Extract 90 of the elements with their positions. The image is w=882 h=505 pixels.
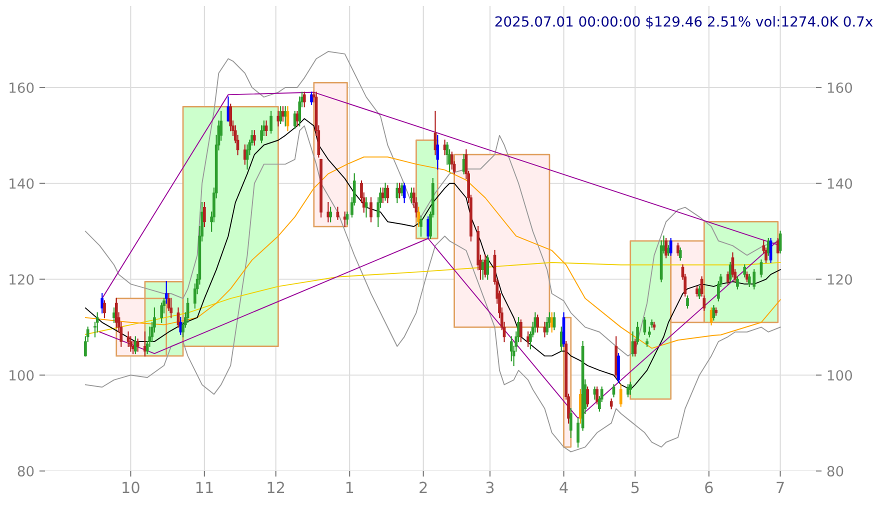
candlestick bbox=[743, 264, 746, 278]
x-tick-label: 12 bbox=[268, 482, 284, 494]
candlestick bbox=[134, 336, 137, 354]
candlestick bbox=[698, 286, 701, 299]
candlestick bbox=[526, 331, 530, 347]
x-tick-label: 3 bbox=[486, 482, 494, 494]
candlestick bbox=[417, 206, 420, 228]
candlestick bbox=[386, 185, 390, 204]
candlestick bbox=[282, 106, 284, 122]
candlestick bbox=[179, 317, 182, 335]
candlestick bbox=[270, 110, 272, 134]
candlestick bbox=[310, 92, 313, 105]
candlestick bbox=[112, 307, 116, 323]
candlestick bbox=[381, 188, 384, 204]
candlestick bbox=[420, 216, 422, 237]
y-tick-label: 120 bbox=[10, 274, 34, 285]
candlestick bbox=[596, 386, 598, 404]
candlestick bbox=[520, 319, 522, 342]
x-tick-label: 2 bbox=[420, 482, 427, 494]
y-tick-label: 100 bbox=[10, 370, 34, 381]
candlestick bbox=[293, 110, 296, 129]
candlestick bbox=[576, 418, 580, 448]
candlestick bbox=[769, 238, 772, 264]
y-tick-label: 80 bbox=[18, 466, 34, 476]
candlestick bbox=[678, 248, 682, 261]
candlestick bbox=[343, 212, 346, 228]
text: 2025.07.01 00:00:00 $129.46 2.51% vol:1274.0K 0.7x bbox=[495, 16, 873, 29]
candlestick bbox=[760, 260, 763, 278]
y2-tick-label: 160 bbox=[828, 82, 852, 93]
x-tick-label: 1 bbox=[346, 482, 354, 494]
candlestick bbox=[364, 197, 368, 218]
candlestick bbox=[144, 331, 146, 357]
y-tick-label: 140 bbox=[10, 178, 34, 189]
candlestick bbox=[103, 300, 106, 318]
candlestick bbox=[676, 242, 680, 256]
candlestick bbox=[486, 254, 490, 280]
candlestick bbox=[536, 314, 540, 333]
candlestick bbox=[696, 286, 698, 297]
candlestick bbox=[617, 352, 620, 383]
candlestick bbox=[686, 295, 689, 309]
candlestick bbox=[560, 326, 563, 352]
candlestick bbox=[619, 384, 622, 407]
candlestick bbox=[136, 338, 140, 352]
candlestick bbox=[726, 272, 730, 285]
candlestick bbox=[203, 202, 206, 228]
candlestick bbox=[569, 408, 572, 438]
candlestick bbox=[776, 238, 780, 254]
y-tick-label: 160 bbox=[10, 82, 34, 93]
candlestick bbox=[100, 293, 104, 314]
candlestick bbox=[778, 230, 782, 254]
candlestick bbox=[643, 317, 646, 335]
candlestick bbox=[626, 384, 630, 398]
candlestick bbox=[634, 338, 637, 357]
candlestick bbox=[400, 182, 404, 196]
y2-tick-label: 80 bbox=[827, 466, 844, 476]
candlestick bbox=[302, 92, 306, 108]
candlestick bbox=[667, 245, 670, 256]
candlestick bbox=[436, 134, 440, 170]
candlestick bbox=[252, 130, 256, 146]
candlestick bbox=[746, 272, 748, 282]
x-tick-label: 10 bbox=[122, 482, 140, 494]
candlestick bbox=[284, 106, 287, 126]
candlestick bbox=[664, 238, 668, 258]
candlestick bbox=[279, 106, 282, 124]
x-tick-label: 7 bbox=[776, 482, 784, 494]
candlestick bbox=[636, 322, 639, 345]
line-series bbox=[84, 156, 781, 349]
candlestick bbox=[481, 260, 484, 280]
x-tick-label: 6 bbox=[705, 482, 713, 494]
x-tick-label: 4 bbox=[560, 482, 568, 494]
candlestick bbox=[398, 182, 401, 198]
y2-tick-label: 120 bbox=[828, 274, 852, 285]
candlestick bbox=[610, 398, 613, 410]
candlestick bbox=[264, 120, 268, 136]
candlestick bbox=[370, 197, 372, 222]
candlestick bbox=[336, 206, 340, 220]
x-tick-label: 5 bbox=[631, 482, 639, 494]
y2-tick-label: 140 bbox=[828, 178, 852, 189]
x-tick-label: 11 bbox=[196, 482, 213, 494]
candlestick bbox=[164, 281, 168, 304]
candlestick bbox=[346, 212, 349, 225]
candlestick bbox=[669, 238, 672, 256]
candlestick bbox=[728, 262, 732, 282]
candlestick bbox=[410, 188, 413, 204]
candlestick bbox=[628, 382, 632, 395]
y2-tick-label: 100 bbox=[828, 370, 852, 381]
candlestick bbox=[736, 276, 739, 290]
candlestick bbox=[586, 386, 589, 407]
candlestick bbox=[329, 206, 332, 222]
line-series bbox=[84, 125, 781, 452]
